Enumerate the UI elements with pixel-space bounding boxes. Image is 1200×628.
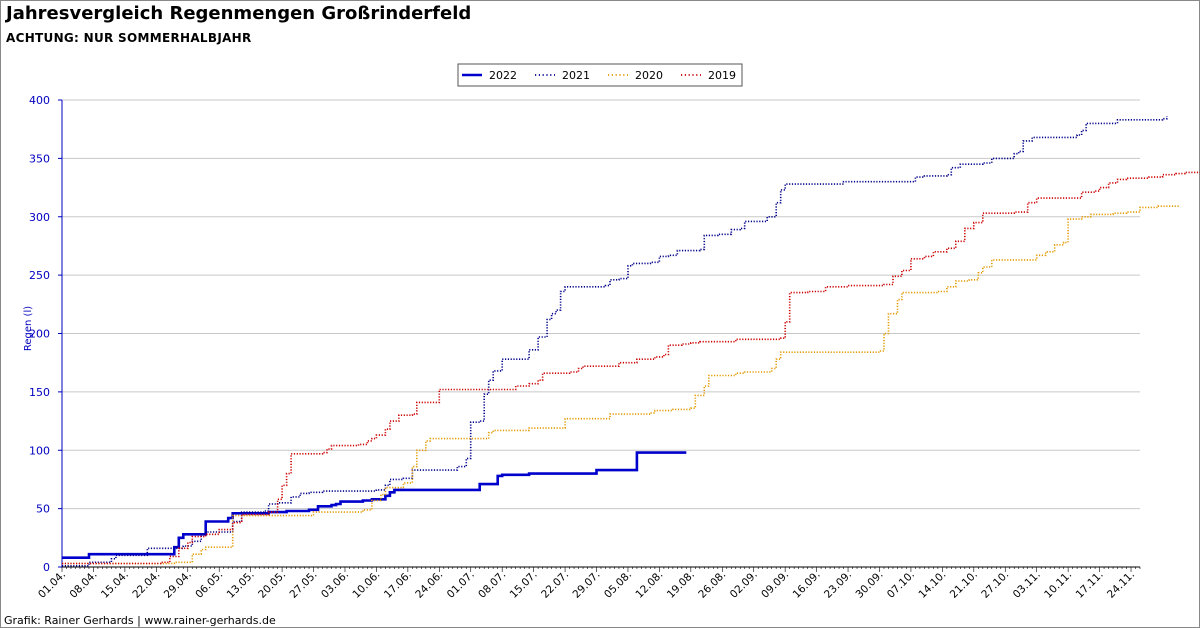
- chart-title: Jahresvergleich Regenmengen Großrinderfe…: [6, 3, 472, 24]
- x-tick-label: 09.09.: [759, 569, 791, 601]
- series-line-2020: [62, 205, 1181, 565]
- x-tick-label: 08.04.: [67, 569, 99, 601]
- x-tick-label: 29.04.: [162, 569, 194, 601]
- x-tick-label: 03.11.: [1011, 569, 1043, 601]
- x-tick-label: 23.09.: [822, 569, 854, 601]
- x-tick-label: 03.06.: [319, 569, 351, 601]
- x-tick-label: 10.11.: [1042, 569, 1074, 601]
- x-tick-label: 13.05.: [225, 569, 257, 601]
- y-tick-label: 150: [29, 386, 50, 399]
- series-line-2021: [62, 116, 1168, 567]
- legend: 2022 2021 2020 2019: [457, 63, 743, 87]
- x-tick-label: 21.10.: [948, 569, 980, 601]
- x-tick-label: 14.10.: [916, 569, 948, 601]
- legend-label: 2021: [562, 69, 590, 82]
- x-tick-label: 08.07.: [476, 569, 508, 601]
- x-tick-label: 05.08.: [602, 569, 634, 601]
- x-tick-label: 15.07.: [508, 569, 540, 601]
- x-tick-label: 19.08.: [665, 569, 697, 601]
- y-tick-label: 50: [36, 503, 50, 516]
- legend-label: 2020: [635, 69, 663, 82]
- y-axis-label: Regen (l): [23, 306, 34, 351]
- x-tick-label: 24.06.: [413, 569, 445, 601]
- legend-box: [457, 63, 743, 87]
- y-tick-label: 300: [29, 211, 50, 224]
- x-tick-label: 26.08.: [696, 569, 728, 601]
- legend-label: 2019: [708, 69, 736, 82]
- x-tick-label: 17.11.: [1074, 569, 1106, 601]
- x-tick-label: 07.10.: [885, 569, 917, 601]
- x-tick-label: 22.07.: [539, 569, 571, 601]
- x-tick-label: 12.08.: [633, 569, 665, 601]
- y-tick-label: 250: [29, 269, 50, 282]
- x-tick-label: 10.06.: [350, 569, 382, 601]
- series-line-2022: [62, 451, 687, 559]
- x-tick-label: 02.09.: [728, 569, 760, 601]
- y-tick-label: 200: [29, 328, 50, 341]
- x-tick-label: 22.04.: [130, 569, 162, 601]
- x-tick-label: 24.11.: [1105, 569, 1137, 601]
- x-tick-label: 06.05.: [193, 569, 225, 601]
- credit-text: Grafik: Rainer Gerhards | www.rainer-ger…: [4, 614, 276, 627]
- y-tick-label: 100: [29, 444, 50, 457]
- x-tick-label: 17.06.: [382, 569, 414, 601]
- y-tick-label: 400: [29, 94, 50, 107]
- x-tick-label: 01.07.: [445, 569, 477, 601]
- x-tick-label: 27.05.: [288, 569, 320, 601]
- y-tick-label: 350: [29, 152, 50, 165]
- x-tick-label: 29.07.: [571, 569, 603, 601]
- x-tick-label: 15.04.: [99, 569, 131, 601]
- x-tick-label: 01.04.: [36, 569, 68, 601]
- x-tick-label: 20.05.: [256, 569, 288, 601]
- series-line-2019: [62, 171, 1200, 565]
- chart-subtitle: ACHTUNG: NUR SOMMERHALBJAHR: [6, 31, 252, 45]
- x-tick-label: 30.09.: [853, 569, 885, 601]
- x-tick-label: 27.10.: [979, 569, 1011, 601]
- y-tick-label: 0: [43, 561, 50, 574]
- legend-label: 2022: [489, 69, 517, 82]
- x-tick-label: 16.09.: [791, 569, 823, 601]
